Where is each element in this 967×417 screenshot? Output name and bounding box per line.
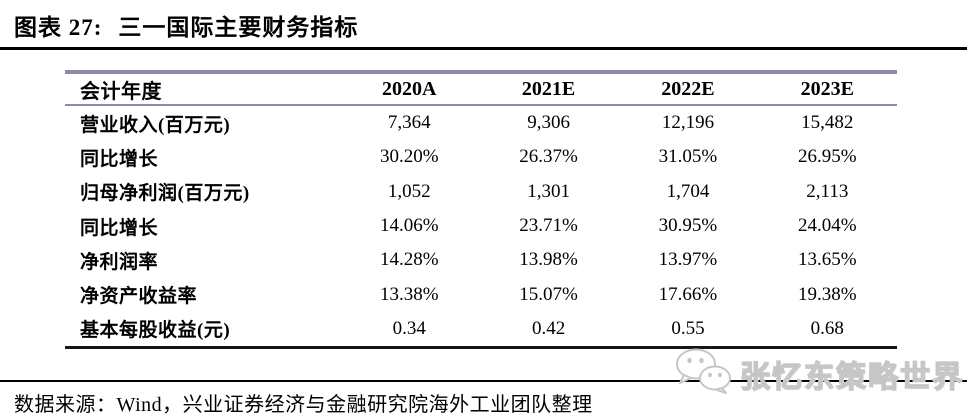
cell-value: 26.95% xyxy=(798,146,857,168)
cell-value: 13.38% xyxy=(379,283,439,305)
cell-value: 30.95% xyxy=(658,215,718,237)
cell-value: 15,482 xyxy=(801,112,854,134)
table-header-row: 会计年度 2020A 2021E 2022E 2023E xyxy=(65,70,897,106)
cell-value: 15.07% xyxy=(519,283,578,305)
cell-value: 0.42 xyxy=(531,317,566,339)
figure-number: 图表 27: xyxy=(14,15,103,40)
cell-value: 26.37% xyxy=(519,146,578,168)
row-label: 同比增长 xyxy=(80,148,159,170)
cell-value: 1,052 xyxy=(387,180,431,202)
column-header-2023e: 2023E xyxy=(800,77,854,100)
row-label: 归母净利润(百万元) xyxy=(80,183,250,205)
cell-value: 0.34 xyxy=(392,317,426,339)
watermark: 张忆东策略世界 xyxy=(672,348,964,399)
cell-value: 7,364 xyxy=(387,112,431,134)
figure-title-text: 三一国际主要财务指标 xyxy=(118,15,359,40)
row-label: 净利润率 xyxy=(80,251,159,273)
column-header-label: 会计年度 xyxy=(80,80,162,103)
financial-table: 会计年度 2020A 2021E 2022E 2023E 营业收入(百万元) 7… xyxy=(65,70,897,350)
column-header-2021e: 2021E xyxy=(521,77,576,100)
cell-value: 2,113 xyxy=(806,180,849,202)
cell-value: 19.38% xyxy=(798,283,857,305)
cell-value: 1,704 xyxy=(666,180,710,202)
cell-value: 30.20% xyxy=(379,146,439,168)
cell-value: 31.05% xyxy=(658,146,718,168)
table-row: 基本每股收益(元) 0.34 0.42 0.55 0.68 xyxy=(65,312,897,346)
wechat-icon xyxy=(672,348,734,399)
cell-value: 0.68 xyxy=(810,317,844,339)
cell-value: 12,196 xyxy=(661,112,715,134)
cell-value: 9,306 xyxy=(527,112,570,134)
table-row: 营业收入(百万元) 7,364 9,306 12,196 15,482 xyxy=(65,106,897,140)
cell-value: 17.66% xyxy=(658,283,718,305)
row-label: 基本每股收益(元) xyxy=(80,320,231,342)
table-row: 同比增长 14.06% 23.71% 30.95% 24.04% xyxy=(65,209,897,243)
watermark-text: 张忆东策略世界 xyxy=(739,360,964,394)
cell-value: 13.97% xyxy=(658,249,718,271)
cell-value: 23.71% xyxy=(519,215,578,237)
bottom-divider xyxy=(0,380,967,382)
table-body: 营业收入(百万元) 7,364 9,306 12,196 15,482 同比增长… xyxy=(65,106,897,350)
figure-title: 图表 27: 三一国际主要财务指标 xyxy=(0,0,967,50)
row-label: 净资产收益率 xyxy=(80,286,198,308)
cell-value: 13.65% xyxy=(798,249,857,271)
cell-value: 14.06% xyxy=(379,215,439,237)
column-header-2022e: 2022E xyxy=(661,77,715,100)
table-row: 净资产收益率 13.38% 15.07% 17.66% 19.38% xyxy=(65,277,897,311)
cell-value: 0.55 xyxy=(671,317,705,339)
table-row: 净利润率 14.28% 13.98% 13.97% 13.65% xyxy=(65,243,897,277)
table-row: 同比增长 30.20% 26.37% 31.05% 26.95% xyxy=(65,140,897,174)
cell-value: 14.28% xyxy=(379,249,439,271)
row-label: 营业收入(百万元) xyxy=(80,114,231,136)
cell-value: 1,301 xyxy=(527,180,570,202)
column-header-2020a: 2020A xyxy=(382,77,437,100)
table-row: 归母净利润(百万元) 1,052 1,301 1,704 2,113 xyxy=(65,175,897,209)
cell-value: 13.98% xyxy=(519,249,578,271)
data-source-note: 数据来源：Wind，兴业证券经济与金融研究院海外工业团队整理 xyxy=(14,394,593,416)
cell-value: 24.04% xyxy=(798,215,857,237)
row-label: 同比增长 xyxy=(80,217,159,239)
